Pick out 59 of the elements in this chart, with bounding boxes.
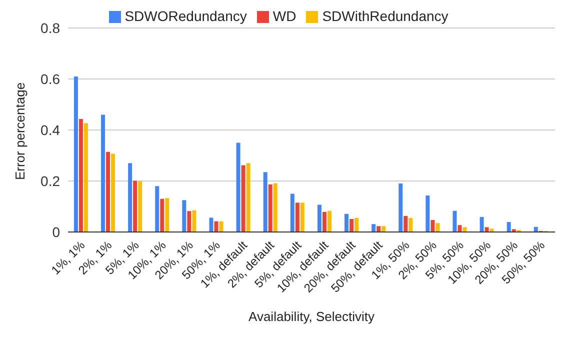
bar xyxy=(268,184,272,232)
bar xyxy=(111,154,116,232)
x-axis-title: Availability, Selectivity xyxy=(248,309,375,324)
bar xyxy=(462,227,467,232)
bar xyxy=(484,227,489,232)
bar xyxy=(101,114,106,232)
bar xyxy=(74,76,78,232)
bar xyxy=(246,163,250,232)
bar xyxy=(138,181,142,232)
bar xyxy=(398,184,403,232)
bar xyxy=(295,202,300,232)
bar xyxy=(436,223,440,232)
bar xyxy=(372,224,376,232)
bar xyxy=(317,204,322,232)
bar xyxy=(480,216,484,232)
bar xyxy=(214,221,218,232)
bar xyxy=(128,163,132,232)
bar xyxy=(376,226,381,232)
bar xyxy=(241,165,246,232)
bar xyxy=(106,152,110,232)
bar xyxy=(458,225,462,232)
y-tick-label: 0.6 xyxy=(40,70,60,87)
bar xyxy=(273,183,278,232)
bar xyxy=(84,123,88,232)
bar xyxy=(327,210,332,232)
bar xyxy=(404,216,408,232)
bar xyxy=(160,198,164,232)
legend-label: SDWithRedundancy xyxy=(322,8,448,24)
bar xyxy=(426,196,430,232)
legend-label: WD xyxy=(272,8,296,24)
bar xyxy=(192,210,196,232)
bar xyxy=(430,220,435,232)
y-tick-label: 0.8 xyxy=(40,20,60,36)
bar xyxy=(78,119,83,232)
bar xyxy=(322,212,326,232)
bar xyxy=(506,222,511,232)
y-tick-label: 0.2 xyxy=(40,172,60,189)
bar xyxy=(490,228,494,232)
y-tick-label: 0.4 xyxy=(40,122,60,138)
bar xyxy=(236,142,240,232)
bar xyxy=(182,200,186,232)
bar xyxy=(290,194,294,232)
bar xyxy=(165,198,170,232)
bar xyxy=(452,210,457,232)
bar xyxy=(408,218,413,232)
bar xyxy=(344,214,349,232)
bar xyxy=(350,218,354,232)
legend-label: SDWORedundancy xyxy=(124,8,247,24)
bar xyxy=(354,218,359,232)
bar xyxy=(209,218,214,232)
bar xyxy=(155,186,160,232)
bar xyxy=(133,180,138,232)
bar xyxy=(219,221,224,232)
bar xyxy=(187,211,192,232)
y-tick-label: 0 xyxy=(52,224,60,240)
bar xyxy=(263,172,268,232)
bar xyxy=(300,202,304,232)
bar xyxy=(382,226,386,232)
y-axis-title: Error percentage xyxy=(12,82,28,180)
